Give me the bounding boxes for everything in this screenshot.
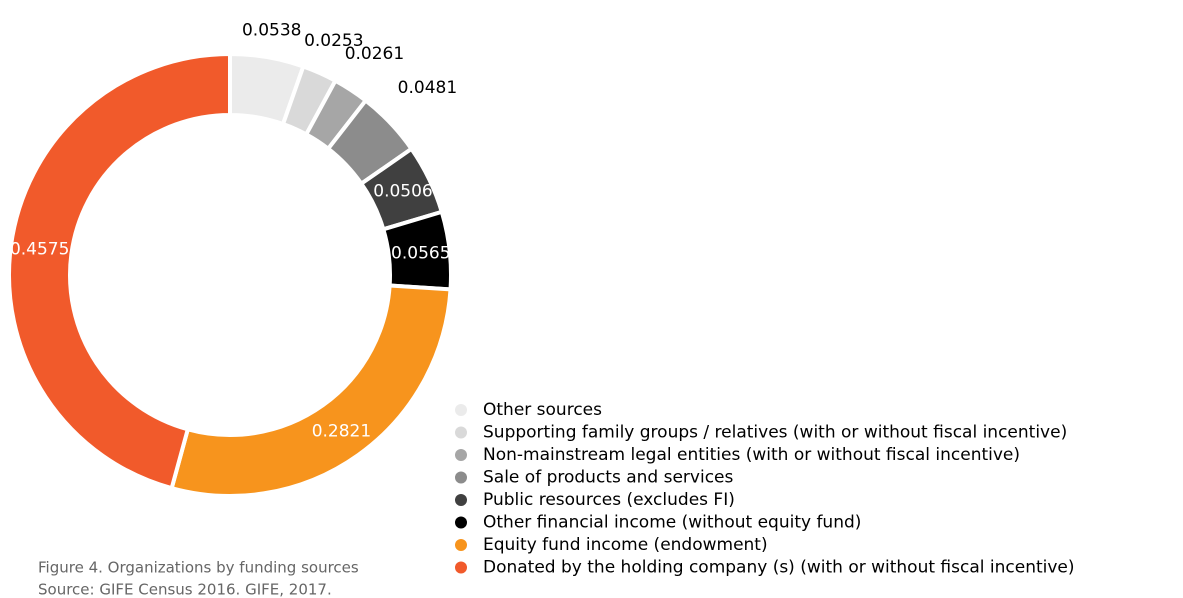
data-label: 0.0261: [345, 44, 404, 64]
legend-label: Sale of products and services: [483, 468, 734, 488]
donut-segment: [169, 283, 453, 498]
legend-marker: [455, 494, 467, 506]
legend-label: Donated by the holding company (s) (with…: [483, 558, 1075, 578]
legend-label: Public resources (excludes FI): [483, 490, 735, 510]
legend-label: Other sources: [483, 400, 602, 420]
data-label: 0.0253: [304, 31, 363, 51]
data-label: 0.0538: [242, 21, 301, 41]
legend-label: Non-mainstream legal entities (with or w…: [483, 445, 1020, 465]
legend-marker: [455, 561, 467, 574]
legend-marker: [455, 539, 467, 551]
legend-label: Other financial income (without equity f…: [483, 513, 861, 533]
legend-marker: [455, 471, 467, 484]
data-label: 0.4575: [10, 239, 69, 259]
legend-marker: [455, 404, 467, 416]
data-label: 0.0481: [398, 78, 457, 98]
legend-marker: [455, 426, 467, 439]
legend-marker: [455, 449, 467, 461]
data-label: 0.0506: [373, 182, 432, 202]
legend-label: Equity fund income (endowment): [483, 535, 768, 555]
legend-marker: [455, 516, 467, 529]
source: Source: GIFE Census 2016. GIFE, 2017.: [38, 581, 332, 598]
data-label: 0.2821: [312, 421, 371, 441]
data-label: 0.0565: [391, 244, 450, 264]
donut-segment: [7, 51, 232, 491]
caption: Figure 4. Organizations by funding sourc…: [38, 559, 359, 577]
legend-label: Supporting family groups / relatives (wi…: [483, 423, 1067, 443]
